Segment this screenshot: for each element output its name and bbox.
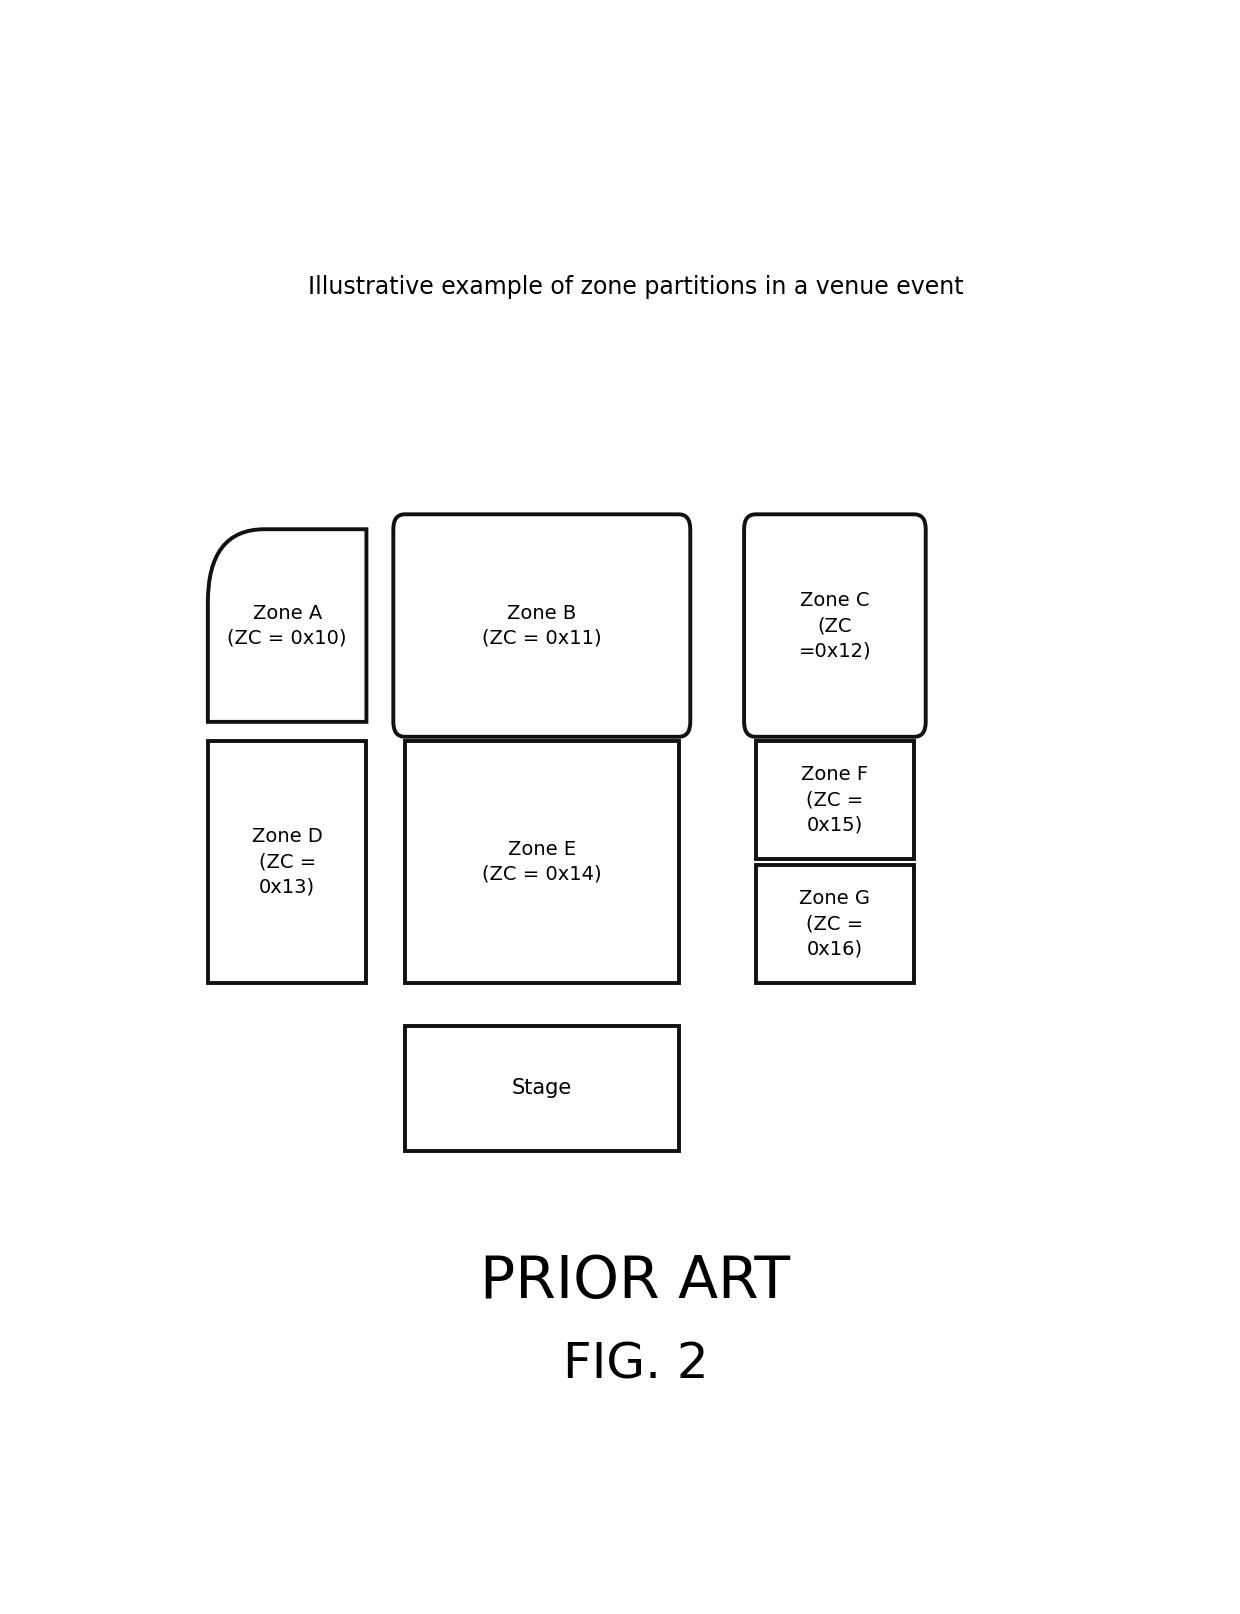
FancyBboxPatch shape xyxy=(744,515,926,736)
Text: Zone B
(ZC = 0x11): Zone B (ZC = 0x11) xyxy=(482,604,601,647)
Text: FIG. 2: FIG. 2 xyxy=(563,1340,708,1388)
FancyBboxPatch shape xyxy=(755,741,914,859)
Text: Zone F
(ZC =
0x15): Zone F (ZC = 0x15) xyxy=(801,765,868,834)
Text: Zone D
(ZC =
0x13): Zone D (ZC = 0x13) xyxy=(252,826,322,896)
PathPatch shape xyxy=(208,529,367,721)
Text: Stage: Stage xyxy=(512,1078,572,1099)
Text: Zone E
(ZC = 0x14): Zone E (ZC = 0x14) xyxy=(482,839,601,884)
FancyBboxPatch shape xyxy=(208,741,367,983)
FancyBboxPatch shape xyxy=(755,865,914,983)
FancyBboxPatch shape xyxy=(393,515,691,736)
Text: PRIOR ART: PRIOR ART xyxy=(480,1252,791,1309)
Text: Illustrative example of zone partitions in a venue event: Illustrative example of zone partitions … xyxy=(308,274,963,299)
Text: Zone A
(ZC = 0x10): Zone A (ZC = 0x10) xyxy=(227,604,347,647)
Text: Zone C
(ZC
=0x12): Zone C (ZC =0x12) xyxy=(799,591,872,660)
FancyBboxPatch shape xyxy=(404,741,678,983)
FancyBboxPatch shape xyxy=(404,1027,678,1151)
Text: Zone G
(ZC =
0x16): Zone G (ZC = 0x16) xyxy=(800,889,870,959)
